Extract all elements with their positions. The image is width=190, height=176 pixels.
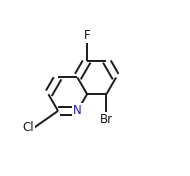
Text: F: F bbox=[84, 29, 90, 42]
Text: N: N bbox=[73, 104, 82, 117]
Text: Cl: Cl bbox=[23, 121, 34, 134]
Text: Br: Br bbox=[100, 113, 113, 126]
